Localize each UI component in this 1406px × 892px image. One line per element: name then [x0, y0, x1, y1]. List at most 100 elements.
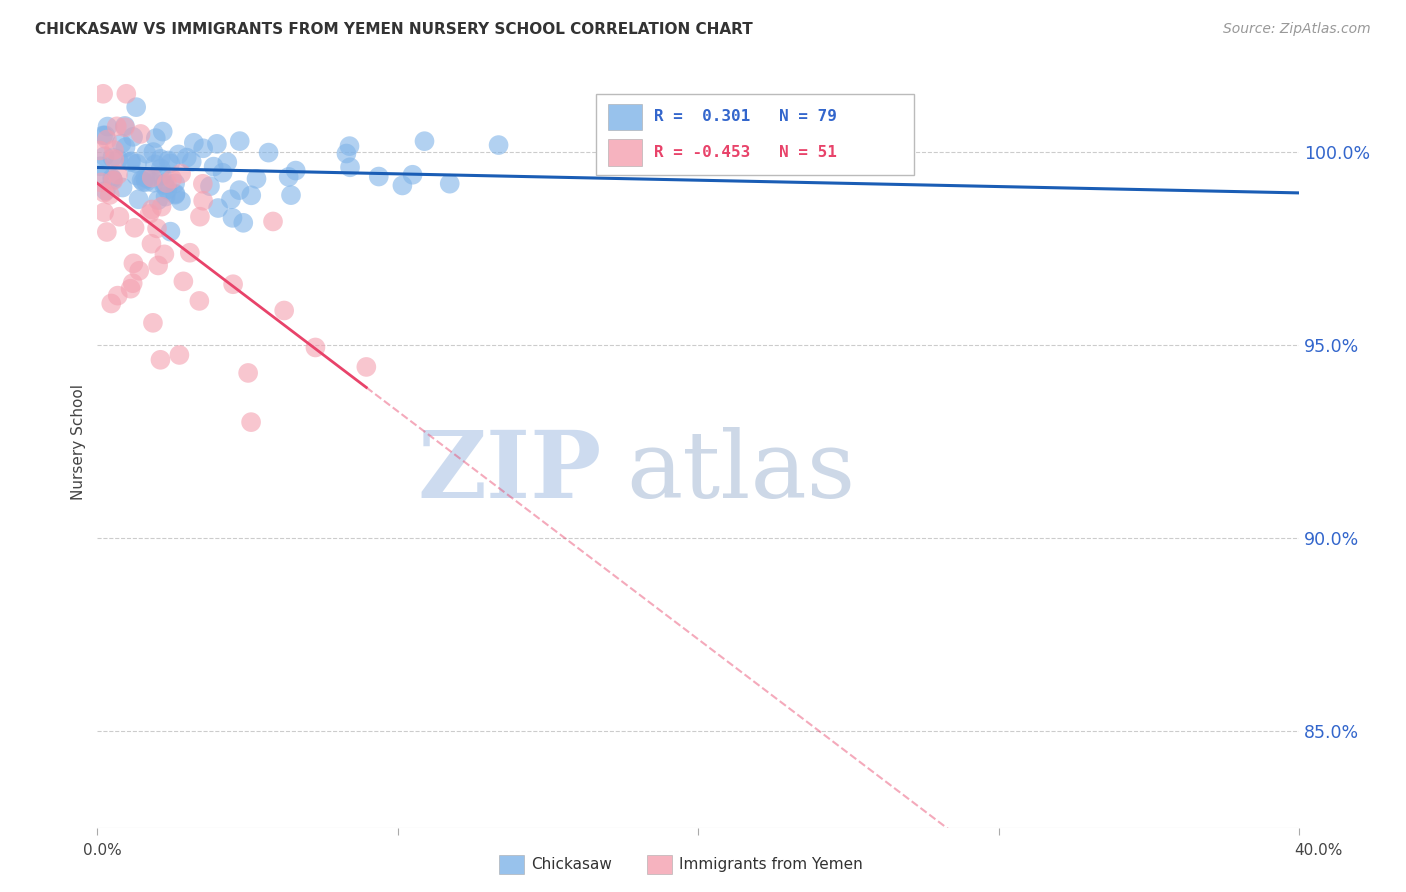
Point — [103, 152, 125, 166]
Point — [100, 296, 122, 310]
Text: 40.0%: 40.0% — [1295, 843, 1343, 858]
Point — [125, 156, 148, 170]
Point — [153, 247, 176, 261]
Point — [191, 141, 214, 155]
Point — [120, 155, 142, 169]
Point — [335, 146, 357, 161]
Point — [91, 87, 114, 101]
Point — [180, 154, 202, 169]
FancyBboxPatch shape — [596, 94, 914, 175]
Point — [114, 119, 136, 133]
Point — [236, 366, 259, 380]
Text: 0.0%: 0.0% — [83, 843, 122, 858]
Point — [149, 152, 172, 166]
Point — [142, 145, 165, 159]
Point — [183, 136, 205, 150]
Point — [304, 341, 326, 355]
Point — [141, 170, 163, 185]
Y-axis label: Nursery School: Nursery School — [72, 384, 86, 500]
Point — [105, 120, 128, 134]
Point — [122, 129, 145, 144]
Point — [150, 169, 173, 183]
Point — [141, 236, 163, 251]
Point — [245, 171, 267, 186]
Point — [111, 180, 134, 194]
Point — [96, 225, 118, 239]
Point — [121, 276, 143, 290]
Point — [169, 348, 191, 362]
Point — [219, 192, 242, 206]
Point — [101, 151, 124, 165]
Point — [356, 359, 378, 374]
Point — [149, 352, 172, 367]
Point — [153, 177, 176, 191]
Point — [222, 277, 245, 292]
Point — [93, 205, 115, 219]
Point — [170, 194, 193, 208]
Text: Source: ZipAtlas.com: Source: ZipAtlas.com — [1223, 22, 1371, 37]
Text: R =  0.301   N = 79: R = 0.301 N = 79 — [654, 110, 837, 125]
Point — [89, 159, 111, 173]
Point — [125, 100, 148, 114]
Point — [135, 146, 157, 161]
Point — [120, 154, 142, 169]
Point — [149, 161, 172, 176]
Bar — [607, 103, 641, 130]
Point — [94, 184, 117, 198]
Point — [114, 120, 136, 135]
Point — [262, 214, 284, 228]
Text: Immigrants from Yemen: Immigrants from Yemen — [679, 857, 863, 871]
Point — [107, 168, 129, 182]
Text: CHICKASAW VS IMMIGRANTS FROM YEMEN NURSERY SCHOOL CORRELATION CHART: CHICKASAW VS IMMIGRANTS FROM YEMEN NURSE… — [35, 22, 752, 37]
Point — [284, 163, 307, 178]
Point — [277, 169, 299, 184]
Point — [188, 293, 211, 308]
Point — [141, 202, 163, 217]
Point — [339, 139, 361, 153]
Point — [191, 194, 214, 208]
Point — [207, 201, 229, 215]
Point — [156, 176, 179, 190]
Point — [132, 175, 155, 189]
Point — [138, 207, 160, 221]
Point — [128, 192, 150, 206]
Point — [135, 175, 157, 189]
Point — [167, 147, 190, 161]
Point — [129, 127, 152, 141]
Point — [108, 210, 131, 224]
Point — [146, 221, 169, 235]
Point — [122, 256, 145, 270]
Point — [107, 152, 129, 166]
Point — [273, 303, 295, 318]
Point — [228, 183, 250, 197]
Point — [120, 282, 142, 296]
Point — [96, 132, 118, 146]
Point — [124, 220, 146, 235]
Text: ZIP: ZIP — [418, 427, 602, 517]
Point — [128, 264, 150, 278]
Point — [115, 87, 138, 101]
Point — [165, 176, 187, 190]
Point — [488, 138, 510, 153]
Point — [280, 188, 302, 202]
Point — [413, 134, 436, 148]
Point — [125, 169, 148, 183]
Point — [176, 151, 198, 165]
Point — [156, 182, 179, 196]
Point — [232, 216, 254, 230]
Point — [152, 178, 174, 192]
Point — [240, 415, 263, 429]
Point — [367, 169, 389, 184]
Point — [142, 176, 165, 190]
Point — [93, 186, 115, 200]
Bar — [607, 139, 641, 166]
Point — [136, 171, 159, 186]
Point — [155, 189, 177, 203]
Point — [159, 225, 181, 239]
Point — [91, 128, 114, 143]
Point — [114, 140, 136, 154]
Point — [170, 167, 193, 181]
Point — [229, 134, 252, 148]
Point — [240, 188, 263, 202]
Point — [150, 200, 173, 214]
